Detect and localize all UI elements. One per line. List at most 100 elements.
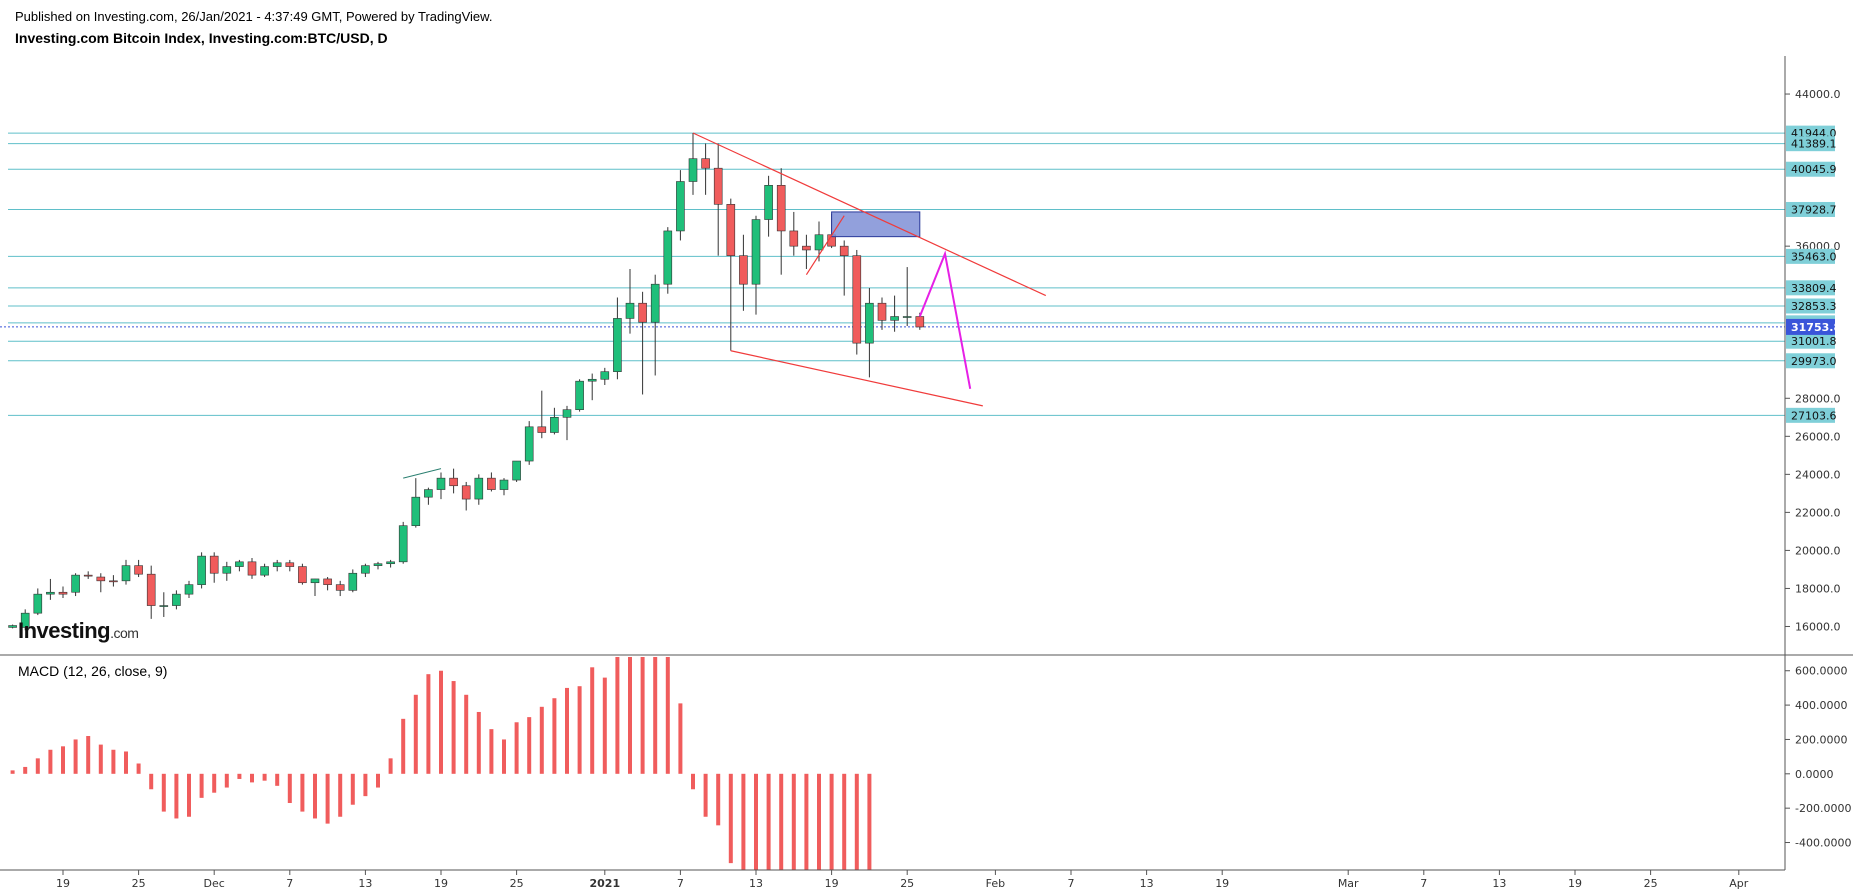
published-note: Published on Investing.com, 26/Jan/2021 … (15, 9, 493, 24)
candle-body (865, 302, 874, 344)
candle (865, 287, 874, 378)
candle-body (449, 477, 458, 487)
macd-bar (842, 773, 847, 870)
macd-bar (149, 773, 154, 790)
flag-line (805, 215, 845, 276)
macd-bar (854, 773, 859, 870)
level-labels: 41944.041389.140045.937928.735463.033809… (1786, 125, 1841, 423)
candle (487, 472, 496, 492)
macd-bar (451, 681, 456, 774)
candle (739, 234, 748, 311)
level-label-bg (1786, 136, 1835, 152)
macd-bar (287, 773, 292, 804)
candle (386, 559, 395, 568)
candle (676, 170, 685, 241)
candle-body (260, 566, 269, 576)
level-label: 37928.7 (1791, 203, 1837, 216)
candle-body (222, 566, 232, 574)
candle-body (600, 371, 610, 380)
candle (550, 407, 559, 435)
macd-bar (174, 773, 179, 819)
lower-trendline (730, 350, 983, 407)
candle (184, 580, 194, 598)
candle-body (285, 562, 295, 567)
candle-body (348, 572, 358, 591)
price-tick-label: 20000.0 (1795, 544, 1841, 557)
candle-body (247, 561, 257, 576)
time-tick-label: 25 (510, 877, 524, 890)
candle (726, 198, 736, 351)
candle-body (335, 584, 345, 591)
candle (789, 211, 799, 256)
candle (701, 143, 710, 195)
time-tick-label: 13 (1492, 877, 1506, 890)
supply-zone (831, 211, 921, 238)
macd-bar (728, 773, 733, 864)
candle (361, 563, 370, 578)
macd-bar (187, 773, 191, 817)
candle (537, 390, 547, 439)
candle (222, 561, 232, 581)
macd-bar (124, 751, 128, 774)
level-label-bg (1786, 333, 1835, 349)
candle-body (58, 591, 68, 595)
chart-title: Investing.com Bitcoin Index, Investing.c… (15, 30, 388, 46)
macd-tick-label: -400.0000 (1795, 837, 1851, 850)
investing-logo: Investing.com (18, 618, 139, 643)
candle (512, 460, 521, 482)
candle (247, 558, 257, 579)
candle (146, 565, 156, 619)
macd-bar (275, 773, 280, 786)
time-tick-label: 19 (825, 877, 839, 890)
macd-bar (590, 667, 595, 774)
level-label-bg (1786, 353, 1835, 369)
time-tick-label: 25 (900, 877, 914, 890)
candle (348, 569, 358, 593)
macd-tick-label: 0.0000 (1795, 768, 1834, 781)
time-tick-label: 25 (132, 877, 146, 890)
macd-bar (338, 773, 343, 817)
candle-body (411, 496, 421, 526)
macd-bar (552, 698, 557, 774)
candle-body (814, 234, 824, 251)
candle (902, 267, 912, 327)
candle-body (701, 158, 710, 169)
macd-bar (363, 773, 368, 797)
horizontal-levels (0, 132, 1785, 416)
candle-body (587, 378, 597, 382)
candle (373, 561, 383, 570)
candle-body (197, 555, 206, 585)
candle (638, 291, 647, 395)
level-label-bg (1786, 161, 1835, 177)
candle (764, 175, 773, 237)
candle-body (524, 426, 534, 462)
candle (172, 590, 181, 610)
projection-path (918, 250, 972, 389)
candle-body (159, 605, 169, 607)
candle-body (172, 593, 181, 606)
candle (663, 227, 673, 294)
macd-bar (804, 773, 809, 870)
candle-body (146, 573, 156, 606)
candle (751, 215, 761, 315)
candle (436, 472, 446, 500)
candle (877, 297, 887, 330)
macd-bar (464, 694, 469, 774)
macd-bar (665, 657, 670, 774)
candle (424, 487, 433, 505)
macd-bar (779, 773, 784, 870)
candle-body (890, 316, 899, 321)
macd-bar (237, 773, 242, 779)
time-tick-label: 13 (1140, 877, 1154, 890)
candle-body (109, 580, 118, 583)
macd-bar (716, 773, 721, 826)
macd-bar (86, 736, 91, 774)
macd-bar (111, 749, 116, 774)
candle-body (776, 185, 786, 232)
macd-bar (98, 744, 103, 774)
macd-bar (640, 657, 645, 774)
macd-bar (35, 758, 40, 774)
candle (159, 592, 169, 617)
candle-body (46, 591, 55, 595)
